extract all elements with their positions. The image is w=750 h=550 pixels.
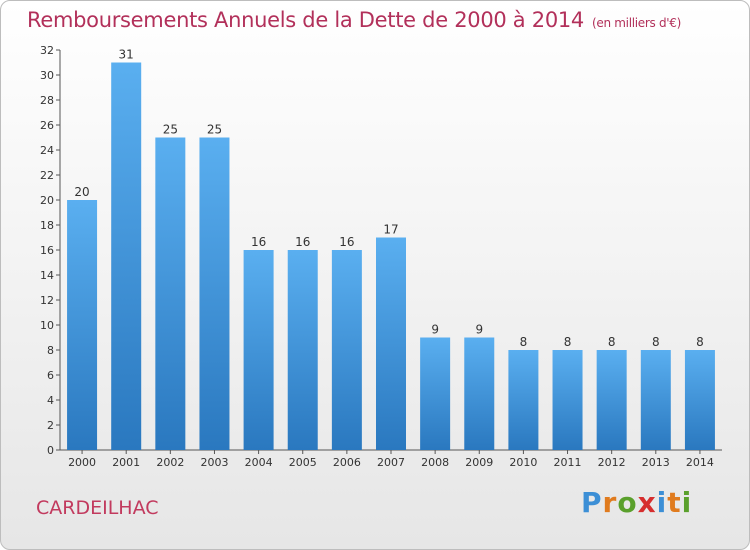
x-tick-label: 2005 xyxy=(289,456,317,469)
bar xyxy=(111,62,142,450)
bar-value-label: 16 xyxy=(251,235,266,249)
x-tick-label: 2012 xyxy=(598,456,626,469)
x-tick-label: 2008 xyxy=(421,456,449,469)
bar-value-label: 8 xyxy=(652,335,660,349)
bar xyxy=(243,250,274,450)
bar-value-label: 8 xyxy=(520,335,528,349)
bar-value-label: 8 xyxy=(696,335,704,349)
y-tick-label: 32 xyxy=(40,44,54,57)
bar xyxy=(640,350,671,450)
x-tick-label: 2000 xyxy=(68,456,96,469)
logo-letter: i xyxy=(681,486,693,519)
logo-letter: x xyxy=(637,486,657,519)
bar-value-label: 16 xyxy=(295,235,310,249)
bar xyxy=(552,350,583,450)
commune-name: CARDEILHAC xyxy=(36,497,159,519)
bar-value-label: 17 xyxy=(383,223,398,237)
x-tick-label: 2010 xyxy=(509,456,537,469)
logo-letter: o xyxy=(617,486,638,519)
x-tick-label: 2013 xyxy=(642,456,670,469)
y-tick-label: 12 xyxy=(40,294,54,307)
x-tick-label: 2002 xyxy=(156,456,184,469)
y-tick-label: 22 xyxy=(40,169,54,182)
bar xyxy=(684,350,715,450)
y-tick-label: 14 xyxy=(40,269,54,282)
bar-value-label: 20 xyxy=(74,185,89,199)
x-tick-label: 2001 xyxy=(112,456,140,469)
y-tick-label: 2 xyxy=(47,419,54,432)
bar-value-label: 25 xyxy=(163,123,178,137)
chart-bars: 20 31 25 25 16 16 16 17 9 9 8 8 8 8 8 xyxy=(67,48,715,450)
title-text: Remboursements Annuels de la Dette de 20… xyxy=(27,8,584,32)
bar-value-label: 8 xyxy=(564,335,572,349)
bar-value-label: 25 xyxy=(207,123,222,137)
bar xyxy=(420,337,451,450)
logo-letter: P xyxy=(581,486,603,519)
x-tick-label: 2006 xyxy=(333,456,361,469)
x-tick-label: 2007 xyxy=(377,456,405,469)
logo-letter: i xyxy=(656,486,668,519)
bar xyxy=(376,237,406,450)
proxiti-logo: Proxiti xyxy=(581,486,692,519)
bar-value-label: 16 xyxy=(339,235,354,249)
x-tick-label: 2011 xyxy=(554,456,582,469)
y-tick-label: 20 xyxy=(40,194,54,207)
bar-value-label: 9 xyxy=(475,323,483,337)
x-tick-label: 2009 xyxy=(465,456,493,469)
chart-title: Remboursements Annuels de la Dette de 20… xyxy=(27,8,681,32)
y-tick-label: 6 xyxy=(47,369,54,382)
x-tick-label: 2014 xyxy=(686,456,714,469)
y-tick-label: 24 xyxy=(40,144,54,157)
logo-letter: r xyxy=(602,486,618,519)
y-tick-label: 18 xyxy=(40,219,54,232)
bar xyxy=(155,137,186,450)
bar xyxy=(199,137,230,450)
bar xyxy=(331,250,362,450)
y-tick-label: 30 xyxy=(40,69,54,82)
bar-value-label: 9 xyxy=(431,323,439,337)
y-tick-label: 4 xyxy=(47,394,54,407)
bar xyxy=(596,350,627,450)
bar xyxy=(67,200,98,450)
bar xyxy=(508,350,539,450)
y-tick-label: 16 xyxy=(40,244,54,257)
y-tick-label: 26 xyxy=(40,119,54,132)
y-tick-label: 0 xyxy=(47,444,54,457)
bar-value-label: 31 xyxy=(119,48,134,62)
y-tick-label: 28 xyxy=(40,94,54,107)
y-tick-label: 8 xyxy=(47,344,54,357)
bar-value-label: 8 xyxy=(608,335,616,349)
x-tick-label: 2003 xyxy=(200,456,228,469)
logo-letter: t xyxy=(667,486,682,519)
title-unit: (en milliers d'€) xyxy=(592,16,682,30)
x-tick-label: 2004 xyxy=(245,456,273,469)
y-tick-label: 10 xyxy=(40,319,54,332)
bar xyxy=(464,337,495,450)
bar xyxy=(287,250,318,450)
